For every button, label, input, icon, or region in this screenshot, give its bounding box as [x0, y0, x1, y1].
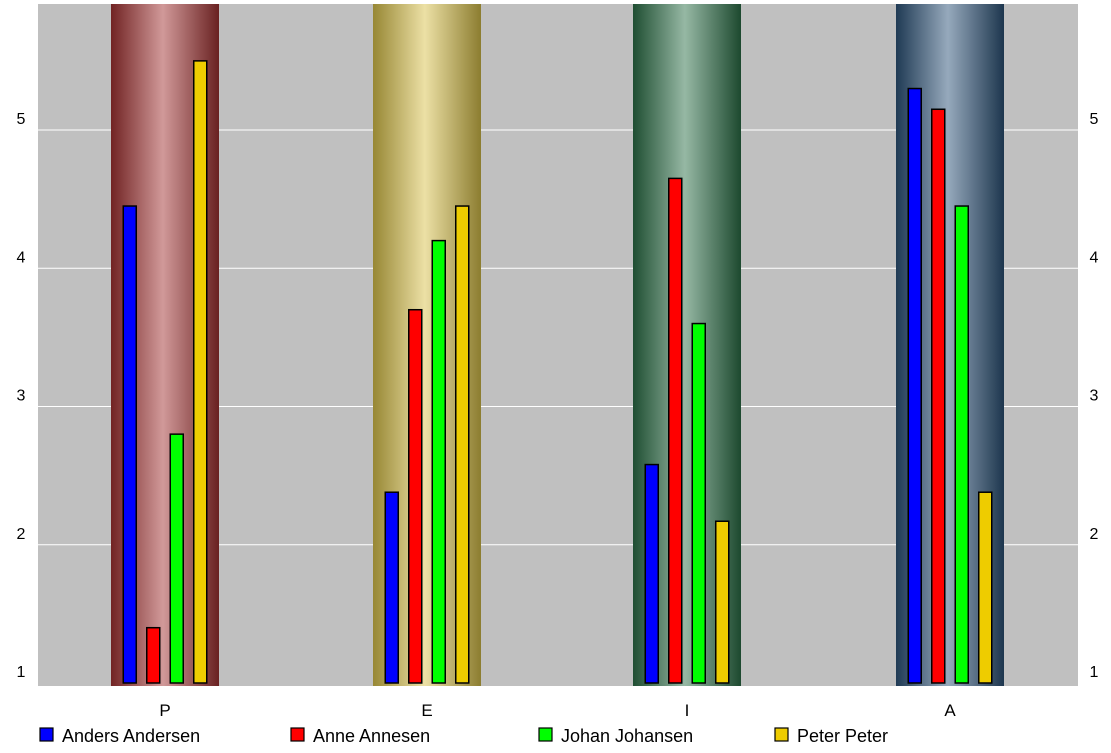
category-label: A — [944, 701, 956, 720]
y-axis-right-ticks: 1 2 3 4 5 — [1090, 111, 1099, 681]
bar-E-2 — [408, 308, 423, 684]
y-tick-left: 2 — [17, 526, 26, 543]
bar-A-3 — [954, 205, 969, 684]
legend-swatch — [538, 727, 553, 742]
y-tick-right: 4 — [1090, 249, 1099, 266]
legend-item: Anne Annesen — [290, 726, 430, 746]
legend-swatch — [39, 727, 54, 742]
bars — [122, 60, 993, 684]
legend-swatch — [774, 727, 789, 742]
legend-label: Peter Peter — [797, 726, 888, 746]
legend-item: Johan Johansen — [538, 726, 693, 746]
gridlines — [38, 129, 1078, 546]
legend: Anders Andersen Anne Annesen Johan Johanse… — [39, 726, 888, 746]
y-tick-right: 1 — [1090, 664, 1099, 681]
y-axis-left-ticks: 1 2 3 4 5 — [17, 111, 26, 681]
legend-label: Johan Johansen — [561, 726, 693, 746]
bar-E-4 — [455, 205, 470, 684]
category-label: I — [685, 701, 690, 720]
legend-item: Anders Andersen — [39, 726, 200, 746]
y-tick-left: 3 — [17, 388, 26, 405]
bar-P-1 — [122, 205, 137, 684]
bar-E-3 — [431, 239, 446, 684]
bar-A-1 — [907, 87, 922, 684]
bar-I-4 — [715, 520, 730, 684]
y-tick-right: 5 — [1090, 111, 1099, 128]
category-label: E — [421, 701, 432, 720]
bar-P-2 — [146, 626, 161, 684]
y-tick-right: 3 — [1090, 388, 1099, 405]
bar-I-2 — [668, 177, 683, 684]
bar-A-2 — [931, 108, 946, 684]
y-tick-left: 4 — [17, 249, 26, 266]
bar-A-4 — [978, 491, 993, 684]
bar-I-3 — [691, 322, 706, 684]
bar-P-3 — [169, 433, 184, 684]
y-tick-left: 5 — [17, 111, 26, 128]
bar-I-1 — [644, 463, 659, 684]
legend-label: Anne Annesen — [313, 726, 430, 746]
legend-swatch — [290, 727, 305, 742]
bar-E-1 — [384, 491, 399, 684]
legend-label: Anders Andersen — [62, 726, 200, 746]
y-tick-right: 2 — [1090, 526, 1099, 543]
y-tick-left: 1 — [17, 664, 26, 681]
legend-item: Peter Peter — [774, 726, 888, 746]
category-label: P — [159, 701, 170, 720]
bar-P-4 — [193, 60, 208, 684]
